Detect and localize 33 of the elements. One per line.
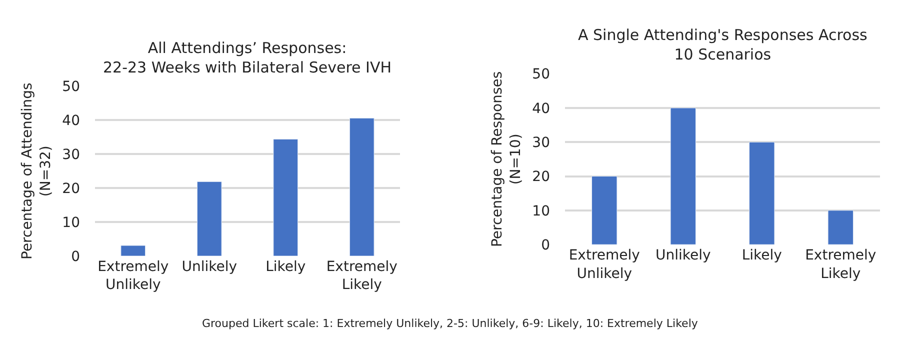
x-tick-label: Unlikely xyxy=(655,248,711,264)
x-tick-label: Extremely Unlikely xyxy=(98,259,169,294)
bar xyxy=(349,118,374,256)
bar xyxy=(120,245,146,256)
x-tick-label: Extremely Likely xyxy=(805,248,876,282)
y-axis-title: Percentage of Attendings (N=32) xyxy=(20,82,54,260)
bar xyxy=(273,138,298,256)
y-tick-label: 0 xyxy=(541,237,550,254)
y-tick-label: 0 xyxy=(71,248,80,265)
y-tick-label: 10 xyxy=(62,214,80,231)
bar xyxy=(828,210,854,245)
bar xyxy=(749,142,775,245)
y-tick-label: 30 xyxy=(62,147,80,164)
x-tick-label: Unlikely xyxy=(182,259,238,276)
y-axis-title: Percentage of Responses (N=10) xyxy=(490,71,524,248)
y-tick-label: 30 xyxy=(532,135,550,152)
y-tick-label: 10 xyxy=(532,203,550,220)
chart-title: A Single Attending's Responses Across 10 Scenarios xyxy=(578,26,868,64)
x-tick-label: Extremely Unlikely xyxy=(568,248,640,282)
y-tick-label: 40 xyxy=(62,113,80,130)
chart-title: All Attendings’ Responses: 22-23 Weeks with Bilateral Severe IVH xyxy=(103,39,392,76)
y-tick-label: 40 xyxy=(532,100,550,117)
bar xyxy=(670,108,696,245)
y-tick-label: 50 xyxy=(532,66,550,83)
text: Grouped Likert scale: 1: Extremely Unlikely, 2-5: Unlikely, 6-9: Likely, 10: Extremely Likely xyxy=(202,317,698,330)
x-tick-label: Likely xyxy=(742,248,782,264)
x-tick-label: Likely xyxy=(266,259,306,276)
bar xyxy=(592,176,618,245)
y-tick-label: 50 xyxy=(62,79,80,96)
y-tick-label: 20 xyxy=(62,180,80,197)
y-tick-label: 20 xyxy=(532,169,550,186)
x-tick-label: Extremely Likely xyxy=(326,259,398,294)
bar xyxy=(196,181,222,256)
